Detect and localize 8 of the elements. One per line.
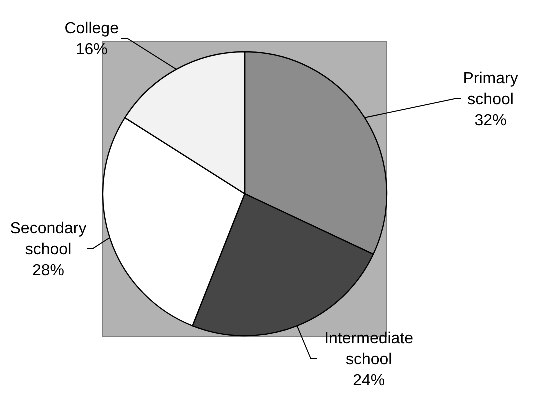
slice-label: College [64, 20, 120, 38]
data-label: 24% [353, 372, 386, 390]
slice-label: Primary school [463, 70, 518, 108]
slice-label: Intermediate school [324, 330, 414, 369]
data-label: 16% [76, 41, 108, 58]
data-label: 32% [474, 112, 507, 130]
slice-label: Secondary school [10, 220, 87, 258]
data-label: 28% [32, 262, 65, 280]
